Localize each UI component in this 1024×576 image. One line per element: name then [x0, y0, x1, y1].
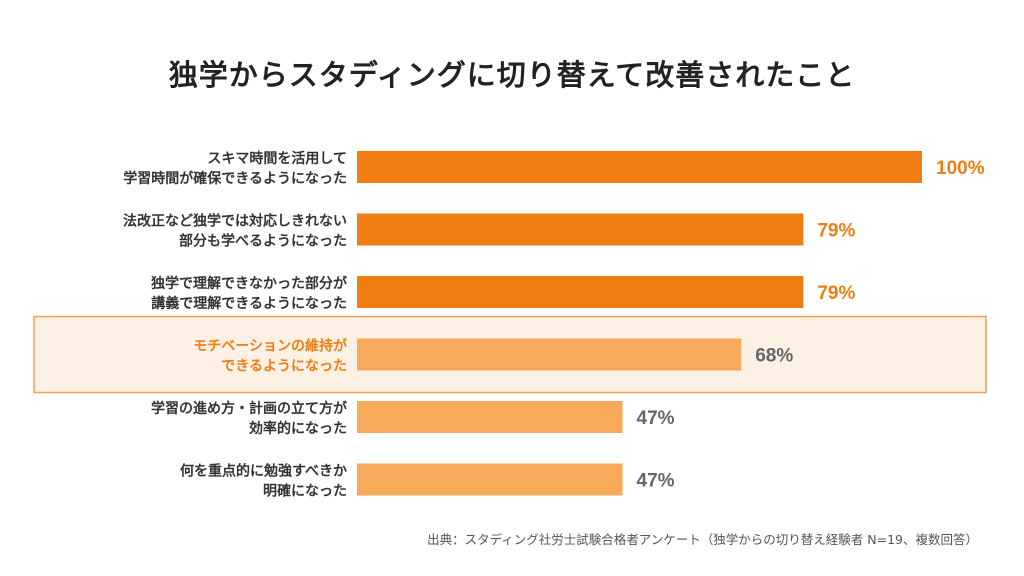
category-label: スキマ時間を活用して学習時間が確保できるようになった [123, 150, 347, 187]
value-label: 68% [755, 346, 793, 367]
category-label-line: 効率的になった [249, 420, 347, 437]
value-label: 47% [637, 408, 675, 429]
category-label: 独学で理解できなかった部分が講義で理解できるようになった [151, 275, 348, 312]
source-note: 出典：スタディング社労士試験合格者アンケート（独学からの切り替え経験者 N=19… [427, 532, 978, 547]
bar [357, 338, 742, 371]
bar [357, 463, 623, 496]
category-label-line: 講義で理解できるようになった [151, 295, 347, 312]
category-label-line: 学習時間が確保できるようになった [123, 170, 347, 187]
category-label-line: 何を重点的に勉強すべきか [180, 463, 347, 480]
category-label: 学習の進め方・計画の立て方が効率的になった [151, 400, 348, 437]
category-label-line: 法改正など独学では対応しきれない [123, 213, 347, 230]
category-label-line: 明確になった [263, 483, 347, 500]
chart-title: 独学からスタディングに切り替えて改善されたこと [168, 58, 856, 92]
category-label-line: モチベーションの維持が [193, 338, 348, 355]
bar [357, 276, 804, 308]
bar [357, 401, 623, 433]
category-label-line: できるようになった [221, 359, 347, 375]
category-label-line: スキマ時間を活用して [207, 150, 347, 167]
category-label: モチベーションの維持ができるようになった [193, 338, 348, 375]
value-label: 79% [817, 283, 855, 304]
category-label: 何を重点的に勉強すべきか明確になった [180, 463, 347, 500]
bar [357, 151, 922, 183]
category-label-line: 学習の進め方・計画の立て方が [151, 400, 348, 417]
category-label-line: 独学で理解できなかった部分が [151, 275, 348, 292]
value-label: 100% [936, 158, 985, 179]
category-label-line: 部分も学べるようになった [179, 233, 347, 250]
category-label: 法改正など独学では対応しきれない部分も学べるようになった [123, 213, 347, 250]
value-label: 47% [637, 471, 675, 492]
value-label: 79% [817, 221, 855, 242]
bar [357, 213, 804, 246]
